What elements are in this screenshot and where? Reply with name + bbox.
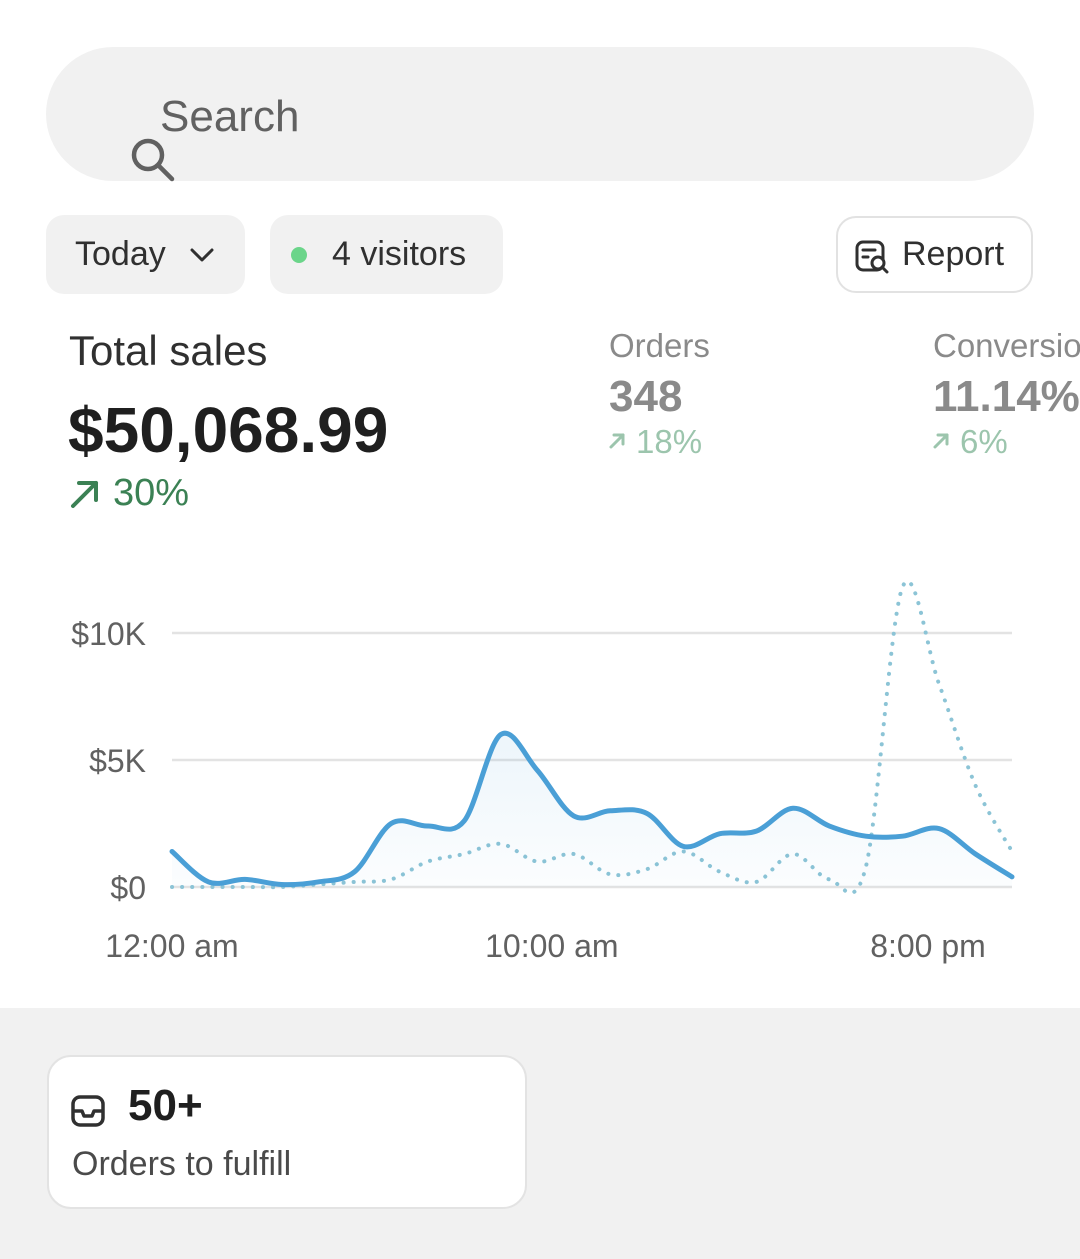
report-button[interactable]: Report <box>836 216 1033 293</box>
report-icon <box>855 240 889 274</box>
search-bar[interactable]: Search <box>46 47 1034 182</box>
y-tick-label: $5K <box>89 743 146 779</box>
sales-chart: $0 $5K $10K 12:00 am 10:00 am 8:00 pm <box>71 579 1015 964</box>
y-tick-label: $10K <box>71 616 146 652</box>
fulfill-label: Orders to fulfill <box>72 1145 292 1183</box>
total-sales-change: 30% <box>113 472 190 514</box>
search-input[interactable]: Search <box>160 92 300 141</box>
series-line-current <box>169 730 1015 888</box>
conversion-change: 6% <box>960 423 1008 460</box>
orders-value: 348 <box>609 372 683 421</box>
chevron-down-icon <box>190 248 214 262</box>
visitors-label: 4 visitors <box>332 235 467 273</box>
y-tick-label: $0 <box>110 870 146 906</box>
orders-change: 18% <box>636 423 703 460</box>
x-tick-label: 10:00 am <box>485 928 618 964</box>
date-filter-button[interactable]: Today <box>46 215 245 294</box>
inbox-tray-icon <box>71 1095 105 1127</box>
series-area <box>172 733 1012 887</box>
live-status-dot <box>291 247 307 263</box>
orders-to-fulfill-card[interactable]: 50+ Orders to fulfill <box>47 1055 527 1209</box>
conversion-label: Conversion <box>933 327 1080 364</box>
fulfill-count: 50+ <box>128 1081 203 1130</box>
conversion-value: 11.14% <box>933 372 1080 421</box>
report-label: Report <box>902 235 1005 273</box>
orders-label: Orders <box>609 327 710 364</box>
x-tick-label: 8:00 pm <box>870 928 986 964</box>
total-sales-label: Total sales <box>69 327 268 374</box>
x-tick-label: 12:00 am <box>105 928 238 964</box>
trend-up-arrow-icon <box>71 481 98 508</box>
search-icon <box>131 138 175 182</box>
live-visitors-button[interactable]: 4 visitors <box>270 215 503 294</box>
total-sales-value: $50,068.99 <box>68 394 389 466</box>
date-filter-label: Today <box>75 235 166 273</box>
trend-up-arrow-icon <box>933 433 949 449</box>
trend-up-arrow-icon <box>609 433 625 449</box>
